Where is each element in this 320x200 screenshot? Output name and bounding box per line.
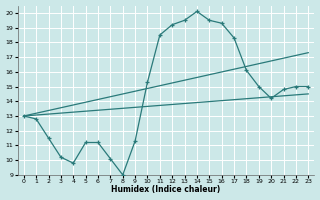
X-axis label: Humidex (Indice chaleur): Humidex (Indice chaleur) xyxy=(111,185,221,194)
